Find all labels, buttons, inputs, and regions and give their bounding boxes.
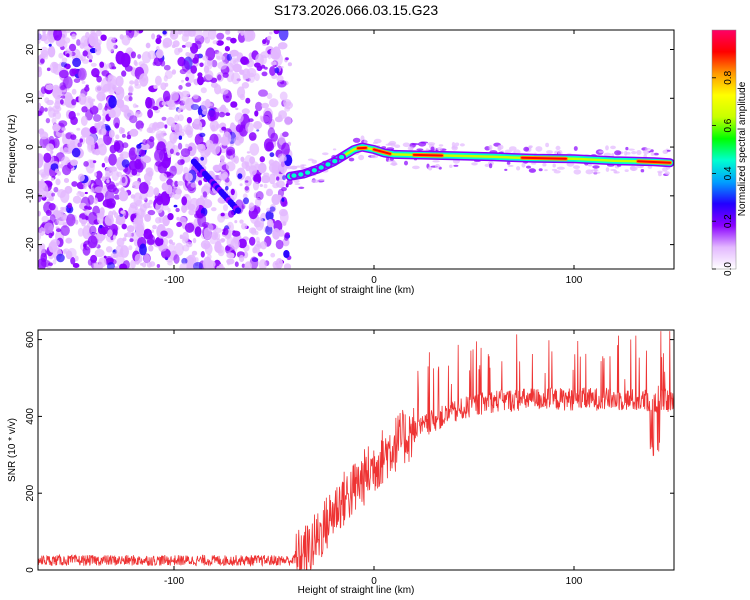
spectrogram-x-tick-label: 0	[371, 275, 377, 286]
snr-series-line	[38, 331, 674, 570]
snr-x-tick-label: 0	[371, 576, 377, 587]
snr-plot-area	[38, 331, 674, 570]
snr-y-tick-label: 600	[25, 331, 36, 348]
figure-title: S173.2026.066.03.15.G23	[274, 2, 438, 18]
spectrogram-x-label: Height of straight line (km)	[298, 285, 415, 296]
spectrogram-y-label: Frequency (Hz)	[7, 115, 18, 184]
ridge-blobs	[289, 153, 347, 180]
snr-x-tick-label: 100	[566, 576, 583, 587]
colorbar-tick-label: 0.6	[723, 118, 734, 132]
colorbar-tick-label: 0.0	[723, 262, 734, 276]
spectrogram-y-tick-label: -10	[25, 188, 36, 203]
snr-x-label: Height of straight line (km)	[298, 585, 415, 596]
spectrogram-plot-area	[38, 30, 674, 269]
snr-ticks: -100 0 100 0 200 400 600	[25, 330, 674, 587]
snr-y-label: SNR (10 * v/v)	[7, 418, 18, 482]
colorbar-label: Normalized spectral amplitude	[737, 81, 748, 216]
spectrogram-y-tick-label: 20	[25, 44, 36, 56]
spectrogram-y-tick-label: -20	[25, 237, 36, 252]
diagonal-streak	[190, 158, 242, 214]
snr-y-tick-label: 200	[25, 484, 36, 501]
colorbar-tick-label: 0.2	[723, 214, 734, 228]
spectrogram-x-tick-label: 100	[566, 275, 583, 286]
snr-y-tick-label: 400	[25, 408, 36, 425]
spectrogram-frame	[37, 29, 675, 270]
colorbar: 0.0 0.2 0.4 0.6 0.8 Normalized spectral ampl…	[711, 29, 748, 276]
spectrogram-y-tick-label: 0	[25, 144, 36, 150]
colorbar-tick-label: 0.8	[723, 70, 734, 84]
spectrogram-x-tick-label: -100	[164, 275, 184, 286]
spectrogram-y-tick-label: 10	[25, 92, 36, 104]
snr-x-tick-label: -100	[164, 576, 184, 587]
snr-y-tick-label: 0	[25, 567, 36, 573]
colorbar-tick-label: 0.4	[723, 166, 734, 180]
colorbar-ticks: 0.0 0.2 0.4 0.6 0.8	[712, 70, 734, 276]
colorbar-gradient	[711, 29, 737, 270]
snr-panel: -100 0 100 0 200 400 600 Height of straight li…	[7, 329, 675, 596]
noise-speckle	[38, 30, 293, 269]
ridge-hot-segments	[356, 145, 672, 165]
snr-frame	[37, 329, 675, 571]
